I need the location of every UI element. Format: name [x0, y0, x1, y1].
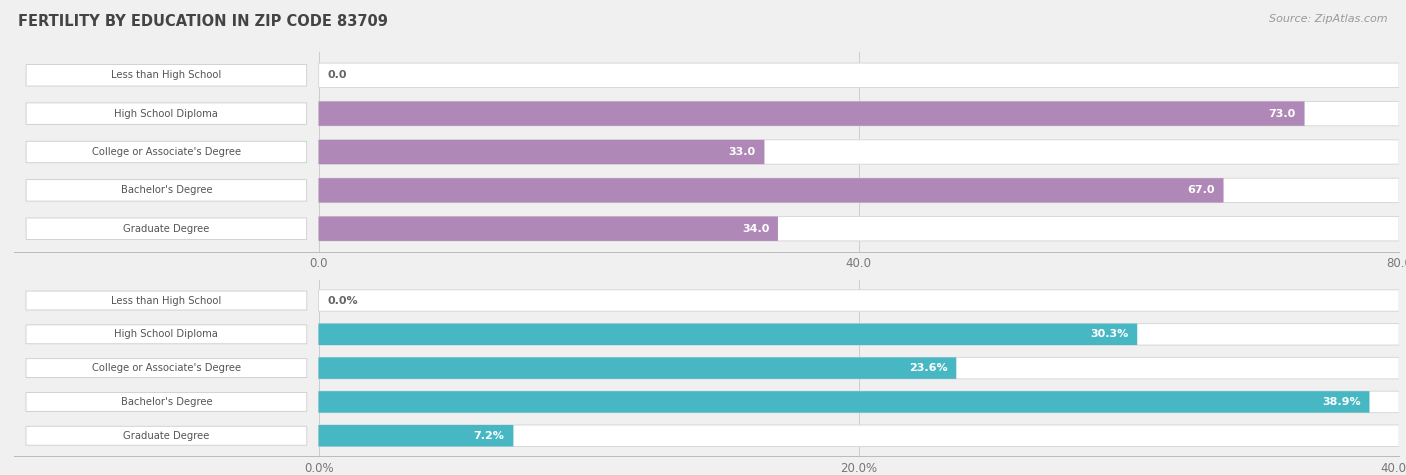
Text: 23.6%: 23.6%	[908, 363, 948, 373]
Text: College or Associate's Degree: College or Associate's Degree	[91, 363, 240, 373]
FancyBboxPatch shape	[319, 217, 778, 241]
Text: 33.0: 33.0	[728, 147, 755, 157]
FancyBboxPatch shape	[319, 217, 1399, 241]
Text: 7.2%: 7.2%	[474, 431, 505, 441]
FancyBboxPatch shape	[319, 102, 1305, 126]
Text: Graduate Degree: Graduate Degree	[124, 224, 209, 234]
Text: 73.0: 73.0	[1268, 109, 1296, 119]
Text: Graduate Degree: Graduate Degree	[124, 431, 209, 441]
Text: 67.0: 67.0	[1187, 185, 1215, 195]
Text: 0.0%: 0.0%	[328, 295, 359, 305]
FancyBboxPatch shape	[27, 218, 307, 239]
FancyBboxPatch shape	[25, 392, 307, 411]
FancyBboxPatch shape	[319, 391, 1399, 413]
FancyBboxPatch shape	[25, 359, 307, 378]
FancyBboxPatch shape	[319, 102, 1399, 126]
Text: Bachelor's Degree: Bachelor's Degree	[121, 397, 212, 407]
FancyBboxPatch shape	[319, 391, 1369, 413]
FancyBboxPatch shape	[27, 141, 307, 163]
FancyBboxPatch shape	[319, 323, 1137, 345]
Text: 34.0: 34.0	[742, 224, 769, 234]
Text: Less than High School: Less than High School	[111, 295, 222, 305]
FancyBboxPatch shape	[27, 180, 307, 201]
Text: 38.9%: 38.9%	[1322, 397, 1361, 407]
FancyBboxPatch shape	[319, 63, 1399, 87]
Text: High School Diploma: High School Diploma	[114, 109, 218, 119]
FancyBboxPatch shape	[25, 291, 307, 310]
FancyBboxPatch shape	[319, 290, 1399, 311]
FancyBboxPatch shape	[319, 323, 1399, 345]
Text: Bachelor's Degree: Bachelor's Degree	[121, 185, 212, 195]
Text: 30.3%: 30.3%	[1090, 329, 1129, 339]
FancyBboxPatch shape	[319, 425, 513, 446]
FancyBboxPatch shape	[319, 140, 765, 164]
Text: High School Diploma: High School Diploma	[114, 329, 218, 339]
Text: Less than High School: Less than High School	[111, 70, 222, 80]
FancyBboxPatch shape	[27, 65, 307, 86]
Text: Source: ZipAtlas.com: Source: ZipAtlas.com	[1270, 14, 1388, 24]
Text: 0.0: 0.0	[328, 70, 347, 80]
FancyBboxPatch shape	[319, 357, 1399, 379]
FancyBboxPatch shape	[319, 425, 1399, 446]
Text: FERTILITY BY EDUCATION IN ZIP CODE 83709: FERTILITY BY EDUCATION IN ZIP CODE 83709	[18, 14, 388, 29]
FancyBboxPatch shape	[27, 103, 307, 124]
FancyBboxPatch shape	[319, 178, 1223, 202]
FancyBboxPatch shape	[25, 325, 307, 344]
Text: College or Associate's Degree: College or Associate's Degree	[91, 147, 240, 157]
FancyBboxPatch shape	[25, 426, 307, 445]
FancyBboxPatch shape	[319, 357, 956, 379]
FancyBboxPatch shape	[319, 140, 1399, 164]
FancyBboxPatch shape	[319, 178, 1399, 202]
